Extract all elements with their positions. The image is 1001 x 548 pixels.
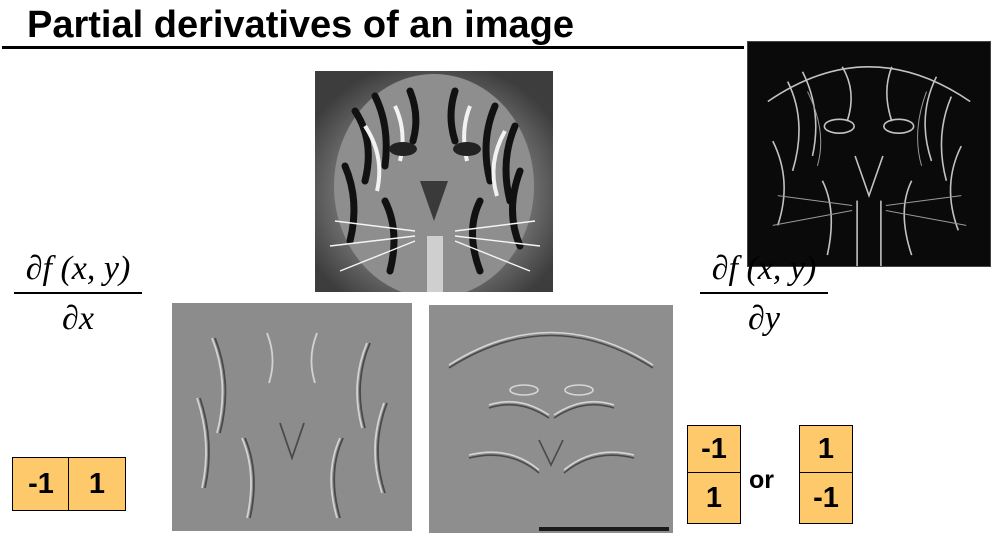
or-separator: or (749, 466, 774, 494)
partial-x-numerator: ∂f (x, y) (25, 250, 131, 287)
partial-y-numerator: ∂f (x, y) (711, 250, 817, 287)
kernel-y-cell: -1 (799, 472, 853, 524)
y-derivative-image (429, 305, 673, 533)
title-underline (2, 46, 744, 49)
partial-y-formula: ∂f (x, y) ∂y (700, 250, 828, 338)
fraction-bar (700, 292, 828, 294)
slide-title: Partial derivatives of an image (27, 4, 575, 46)
kernel-y-cell: 1 (799, 425, 853, 474)
x-derivative-image (172, 303, 412, 531)
gradient-magnitude-image (747, 41, 991, 267)
kernel-x-cell: -1 (12, 457, 70, 511)
tiger-original-image (315, 71, 553, 292)
fraction-bar (14, 292, 142, 294)
partial-x-formula: ∂f (x, y) ∂x (14, 250, 142, 338)
partial-y-denominator: ∂y (748, 300, 780, 337)
kernel-y-cell: -1 (687, 425, 741, 474)
partial-x-denominator: ∂x (62, 300, 94, 337)
kernel-y-cell: 1 (687, 472, 741, 524)
kernel-x-cell: 1 (68, 457, 126, 511)
